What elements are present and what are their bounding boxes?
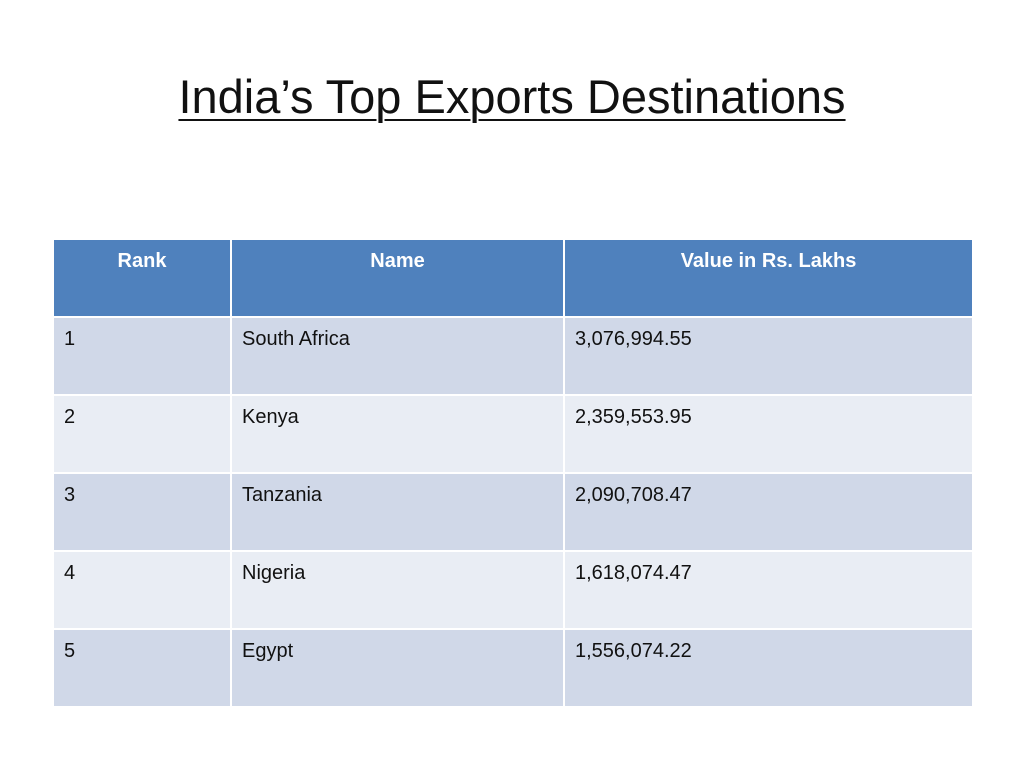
exports-table: Rank Name Value in Rs. Lakhs 1 South Afr… [52,238,974,708]
table-row: 5 Egypt 1,556,074.22 [52,628,974,708]
cell-rank: 4 [52,550,232,630]
cell-value: 2,090,708.47 [563,472,974,552]
table-row: 4 Nigeria 1,618,074.47 [52,550,974,630]
header-rank: Rank [52,238,232,318]
cell-rank: 2 [52,394,232,474]
cell-name: Nigeria [230,550,565,630]
cell-name: South Africa [230,316,565,396]
cell-value: 3,076,994.55 [563,316,974,396]
cell-rank: 5 [52,628,232,708]
slide-title: India’s Top Exports Destinations [0,62,1024,132]
cell-rank: 1 [52,316,232,396]
cell-value: 2,359,553.95 [563,394,974,474]
header-name: Name [230,238,565,318]
cell-rank: 3 [52,472,232,552]
cell-name: Tanzania [230,472,565,552]
table-row: 3 Tanzania 2,090,708.47 [52,472,974,552]
cell-name: Kenya [230,394,565,474]
cell-value: 1,618,074.47 [563,550,974,630]
cell-value: 1,556,074.22 [563,628,974,708]
table-row: 2 Kenya 2,359,553.95 [52,394,974,474]
slide-title-text: India’s Top Exports Destinations [178,70,846,123]
table-row: 1 South Africa 3,076,994.55 [52,316,974,396]
header-value: Value in Rs. Lakhs [563,238,974,318]
exports-table-container: Rank Name Value in Rs. Lakhs 1 South Afr… [52,238,974,708]
table-header-row: Rank Name Value in Rs. Lakhs [52,238,974,318]
cell-name: Egypt [230,628,565,708]
